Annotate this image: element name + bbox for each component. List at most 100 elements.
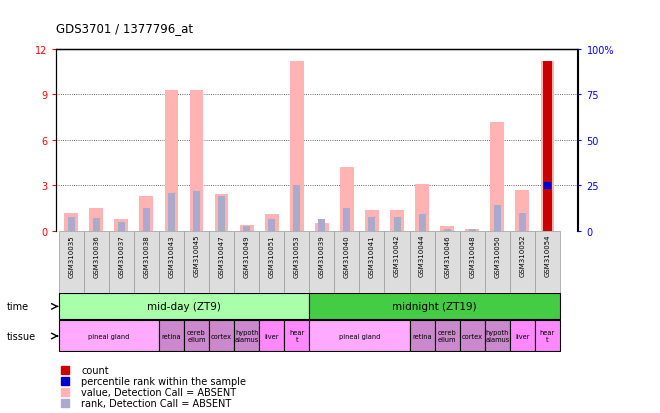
Bar — [265, 215, 279, 231]
Text: time: time — [7, 301, 29, 312]
Text: liver: liver — [515, 333, 529, 339]
Text: GSM310038: GSM310038 — [143, 234, 149, 277]
Text: hypoth
alamus: hypoth alamus — [234, 330, 259, 343]
Bar — [59, 321, 159, 351]
Bar — [543, 62, 552, 231]
Text: GDS3701 / 1377796_at: GDS3701 / 1377796_at — [56, 22, 193, 35]
Bar — [318, 219, 325, 231]
Bar — [114, 219, 128, 231]
Text: GSM310044: GSM310044 — [419, 234, 425, 277]
Bar — [117, 222, 125, 231]
Bar — [310, 321, 410, 351]
Bar — [89, 209, 103, 231]
Text: hear
t: hear t — [540, 330, 555, 343]
Bar — [234, 321, 259, 351]
Bar — [510, 231, 535, 293]
Bar — [435, 231, 459, 293]
Bar — [193, 192, 200, 231]
Bar — [541, 62, 554, 231]
Bar — [310, 294, 560, 320]
Bar — [184, 321, 209, 351]
Text: hear
t: hear t — [289, 330, 304, 343]
Bar — [139, 197, 153, 231]
Bar — [415, 184, 429, 231]
Bar — [315, 224, 329, 231]
Text: tissue: tissue — [7, 331, 36, 341]
Bar — [143, 209, 150, 231]
Bar — [544, 201, 551, 231]
Bar — [535, 231, 560, 293]
Text: midnight (ZT19): midnight (ZT19) — [392, 301, 477, 312]
Bar — [440, 227, 454, 231]
Bar — [168, 193, 175, 231]
Bar — [209, 321, 234, 351]
Text: mid-day (ZT9): mid-day (ZT9) — [147, 301, 221, 312]
Bar — [67, 218, 75, 231]
Bar — [92, 218, 100, 231]
Bar — [84, 231, 109, 293]
Text: GSM310046: GSM310046 — [444, 234, 450, 277]
Bar — [284, 231, 310, 293]
Bar — [519, 213, 526, 231]
Text: GSM310036: GSM310036 — [93, 234, 99, 277]
Bar — [218, 197, 225, 231]
Text: GSM310048: GSM310048 — [469, 234, 475, 277]
Text: GSM310054: GSM310054 — [544, 234, 550, 277]
Bar — [459, 231, 484, 293]
Text: GSM310050: GSM310050 — [494, 234, 500, 277]
Bar — [459, 321, 484, 351]
Text: GSM310043: GSM310043 — [168, 234, 174, 277]
Text: GSM310042: GSM310042 — [394, 234, 400, 277]
Bar — [510, 321, 535, 351]
Text: retina: retina — [412, 333, 432, 339]
Bar — [435, 321, 459, 351]
Text: cereb
ellum: cereb ellum — [438, 330, 457, 343]
Bar — [159, 321, 184, 351]
Bar — [209, 231, 234, 293]
Bar — [535, 321, 560, 351]
Bar — [365, 210, 379, 231]
Text: percentile rank within the sample: percentile rank within the sample — [81, 376, 246, 386]
Bar — [243, 227, 250, 231]
Bar — [469, 230, 476, 231]
Bar — [444, 229, 451, 231]
Text: cortex: cortex — [462, 333, 482, 339]
Bar — [59, 294, 310, 320]
Bar — [64, 213, 78, 231]
Bar — [390, 210, 404, 231]
Text: GSM310039: GSM310039 — [319, 234, 325, 277]
Text: GSM310052: GSM310052 — [519, 234, 525, 277]
Text: retina: retina — [162, 333, 182, 339]
Text: value, Detection Call = ABSENT: value, Detection Call = ABSENT — [81, 387, 236, 397]
Bar — [259, 321, 284, 351]
Text: GSM310047: GSM310047 — [218, 234, 224, 277]
Text: GSM310045: GSM310045 — [193, 234, 199, 277]
Text: GSM310049: GSM310049 — [244, 234, 249, 277]
Text: rank, Detection Call = ABSENT: rank, Detection Call = ABSENT — [81, 399, 232, 408]
Bar — [259, 231, 284, 293]
Bar — [159, 231, 184, 293]
Bar — [290, 62, 304, 231]
Bar — [335, 231, 360, 293]
Text: GSM310041: GSM310041 — [369, 234, 375, 277]
Bar — [164, 90, 178, 231]
Text: cereb
ellum: cereb ellum — [187, 330, 206, 343]
Bar — [393, 218, 401, 231]
Bar — [484, 321, 510, 351]
Bar — [184, 231, 209, 293]
Bar — [268, 219, 275, 231]
Bar — [293, 186, 300, 231]
Bar — [284, 321, 310, 351]
Bar — [59, 231, 84, 293]
Text: pineal gland: pineal gland — [339, 333, 380, 339]
Bar — [189, 90, 203, 231]
Bar — [234, 231, 259, 293]
Bar — [418, 215, 426, 231]
Bar — [109, 231, 134, 293]
Bar — [494, 206, 501, 231]
Bar — [515, 190, 529, 231]
Bar — [340, 168, 354, 231]
Bar — [385, 231, 410, 293]
Bar — [465, 229, 479, 231]
Text: hypoth
alamus: hypoth alamus — [485, 330, 510, 343]
